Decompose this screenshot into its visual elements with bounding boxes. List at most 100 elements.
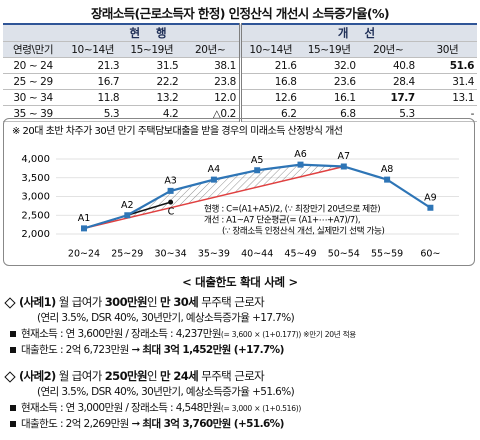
x-tick-label: 50~54 bbox=[328, 249, 360, 260]
table-cell: 51.6 bbox=[417, 57, 477, 74]
column-header: 15~19년 bbox=[299, 41, 359, 58]
point-label: A1 bbox=[78, 213, 91, 224]
point bbox=[297, 161, 304, 168]
table-cell: 5.3 bbox=[63, 105, 123, 122]
point-label: A8 bbox=[381, 164, 394, 175]
text-run: 대출한도 : 2억 6,723만원 ➞ bbox=[21, 344, 143, 356]
x-tick-label: 55~59 bbox=[371, 249, 403, 260]
y-tick-label: 2,000 bbox=[21, 229, 50, 240]
text-run: 250만원 bbox=[104, 369, 148, 383]
section-title: < 대출한도 확대 사례 > bbox=[182, 275, 298, 289]
table-cell: 21.6 bbox=[238, 57, 300, 74]
text-run: 월 급여가 bbox=[55, 369, 105, 383]
table-cell: 13.1 bbox=[417, 89, 477, 106]
text-run: 월 급여가 bbox=[55, 295, 105, 309]
table-cell: 6.2 bbox=[238, 105, 300, 122]
text-run: (사례1) bbox=[19, 295, 56, 309]
case-item: 대출한도 : 2억 6,723만원 ➞ 최대 3억 1,452만원 (+17.7… bbox=[3, 342, 477, 358]
y-tick-label: 4,000 bbox=[21, 154, 50, 165]
x-tick-label: 25~29 bbox=[111, 249, 143, 260]
table-cell: 12.0 bbox=[181, 89, 241, 106]
column-header: 연령\만기 bbox=[3, 41, 64, 58]
table-cell: 28.4 bbox=[358, 73, 418, 90]
case-item: 현재소득 : 연 3,600만원 / 장래소득 : 4,237만원(= 3,60… bbox=[3, 326, 477, 342]
text-run: (= 3,600 × (1+0.177)) ※만기 20년 적용 bbox=[220, 330, 356, 339]
case-condition: (연리 3.5%, DSR 40%, 30년만기, 예상소득증가율 +51.6%… bbox=[37, 386, 295, 398]
table-cell: 23.6 bbox=[299, 73, 359, 90]
column-header: 15~19년 bbox=[122, 41, 182, 58]
text-run: 최대 3억 1,452만원 (+17.7%) bbox=[142, 344, 284, 356]
point-label: A9 bbox=[424, 192, 437, 203]
table-cell: 32.0 bbox=[299, 57, 359, 74]
column-row: 연령\만기 10~14년 15~19년 20년~ 10~14년 15~19년 20년~ 30년 bbox=[3, 41, 477, 58]
table-cell: 40.8 bbox=[358, 57, 418, 74]
point bbox=[254, 167, 261, 174]
text-run: (사례2) bbox=[19, 369, 56, 383]
table-cell: 23.8 bbox=[181, 73, 241, 90]
table-cell: 6.8 bbox=[299, 105, 359, 122]
chart-box: ※ 20대 초반 차주가 30년 만기 주택담보대출을 받을 경우의 미래소득 … bbox=[3, 118, 475, 266]
table-cell: 4.2 bbox=[122, 105, 182, 122]
table-cell: - bbox=[417, 105, 477, 122]
table-cell: 16.8 bbox=[238, 73, 300, 90]
case-condition: (연리 3.5%, DSR 40%, 30년만기, 예상소득증가율 +17.7%… bbox=[37, 312, 295, 324]
chart-note: ※ 20대 초반 차주가 30년 만기 주택담보대출을 받을 경우의 미래소득 … bbox=[12, 124, 343, 137]
text-run: 최대 3억 3,760만원 (+51.6%) bbox=[142, 418, 284, 430]
point-label: A2 bbox=[121, 200, 134, 211]
case-heading: (사례1) 월 급여가 300만원인 만 30세 무주택 근로자 bbox=[3, 294, 477, 310]
column-header: 10~14년 bbox=[238, 41, 300, 58]
table-row: 30 ~ 34 11.8 13.2 12.0 12.6 16.1 17.7 13.1 bbox=[3, 89, 477, 106]
row-label: 25 ~ 29 bbox=[3, 73, 64, 90]
y-tick-label: 3,000 bbox=[21, 192, 50, 203]
title: 장래소득(근로소득자 한정) 인정산식 개선시 소득증가율(%) bbox=[90, 6, 390, 21]
y-tick-label: 2,500 bbox=[21, 210, 50, 221]
table-row: 25 ~ 29 16.7 22.2 23.8 16.8 23.6 28.4 31.4 bbox=[3, 73, 477, 90]
column-header: 30년 bbox=[417, 41, 477, 58]
text-run: 무주택 근로자 bbox=[198, 295, 265, 309]
point bbox=[340, 163, 347, 170]
table-cell: 5.3 bbox=[358, 105, 418, 122]
column-header: 10~14년 bbox=[63, 41, 123, 58]
point-label: A7 bbox=[338, 151, 351, 162]
text-run: (= 3,000 × (1+0.516)) bbox=[220, 404, 302, 413]
table-cell: 12.6 bbox=[238, 89, 300, 106]
table-cell: 16.1 bbox=[299, 89, 359, 106]
table-cell: 13.2 bbox=[122, 89, 182, 106]
text-run: 만 30세 bbox=[160, 295, 199, 309]
table-cell: 31.4 bbox=[417, 73, 477, 90]
point bbox=[124, 212, 131, 219]
text-run: 무주택 근로자 bbox=[198, 369, 265, 383]
group-header: 개 선 bbox=[238, 23, 477, 42]
x-tick-label: 35~39 bbox=[198, 249, 230, 260]
annotation: (∵ 장래소득 인정산식 개선, 실제만기 선택 가능) bbox=[222, 226, 384, 237]
table-cell: 16.7 bbox=[63, 73, 123, 90]
case-heading: (사례2) 월 급여가 250만원인 만 24세 무주택 근로자 bbox=[3, 368, 477, 384]
point bbox=[384, 176, 391, 183]
table-cell: △0.2 bbox=[181, 105, 241, 122]
text-run: 만 24세 bbox=[160, 369, 199, 383]
point-label: A3 bbox=[164, 175, 177, 186]
column-header: 20년~ bbox=[181, 41, 241, 58]
c-label: C bbox=[168, 207, 175, 218]
x-tick-label: 60~ bbox=[420, 249, 440, 260]
text-run: 인 bbox=[146, 295, 160, 309]
point-label: A5 bbox=[251, 155, 264, 166]
case-block: (사례1) 월 급여가 300만원인 만 30세 무주택 근로자 (연리 3.5%… bbox=[3, 294, 477, 358]
y-tick-label: 3,500 bbox=[21, 173, 50, 184]
corner-cell bbox=[3, 23, 64, 42]
group-header: 현 행 bbox=[63, 23, 241, 42]
table-cell: 11.8 bbox=[63, 89, 123, 106]
table-row: 35 ~ 39 5.3 4.2 △0.2 6.2 6.8 5.3- bbox=[3, 105, 477, 122]
text-run: 인 bbox=[146, 369, 160, 383]
table-cell: 21.3 bbox=[63, 57, 123, 74]
table-cell: 22.2 bbox=[122, 73, 182, 90]
text-run: 현재소득 : 연 3,000만원 / 장래소득 : 4,548만원 bbox=[21, 402, 221, 414]
row-label: 35 ~ 39 bbox=[3, 105, 64, 122]
x-tick-label: 20~24 bbox=[68, 249, 100, 260]
table-cell: 31.5 bbox=[122, 57, 182, 74]
text-run: 대출한도 : 2억 2,269만원 ➞ bbox=[21, 418, 143, 430]
table-row: 20 ~ 24 21.3 31.5 38.1 21.6 32.0 40.8 51.6 bbox=[3, 57, 477, 74]
x-tick-label: 45~49 bbox=[284, 249, 316, 260]
point bbox=[210, 176, 217, 183]
